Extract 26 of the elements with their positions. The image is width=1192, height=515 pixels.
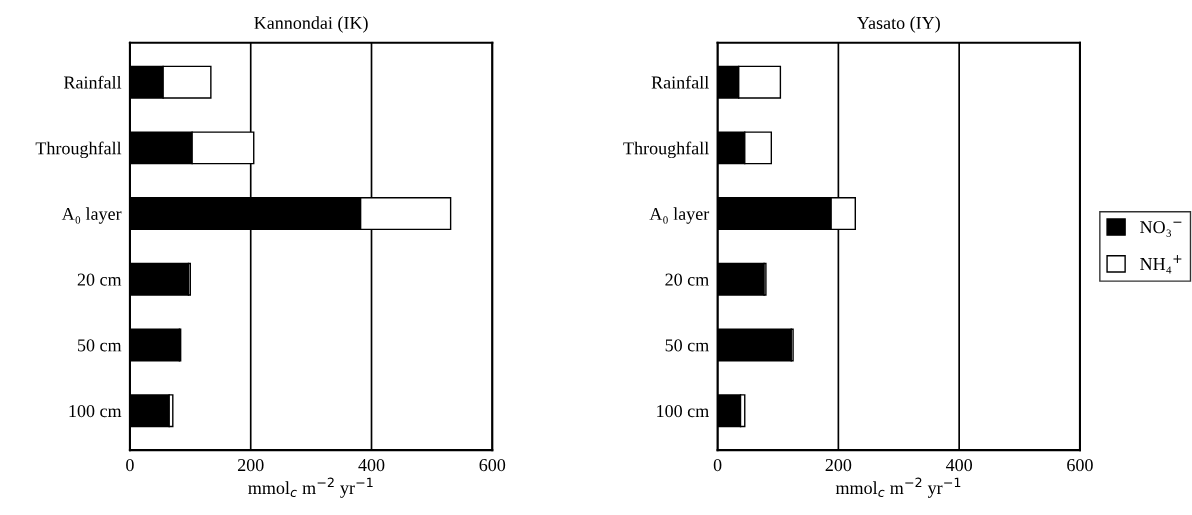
x-tick-label: 0 bbox=[713, 458, 722, 472]
y-tick-label: A₀ layer bbox=[649, 207, 710, 224]
y-tick-label: 100 cm bbox=[69, 404, 122, 418]
x-tick-label: 200 bbox=[237, 458, 264, 472]
x-tick-label: 200 bbox=[825, 458, 852, 472]
x-tick-label: 400 bbox=[358, 458, 385, 472]
y-tick-label: Rainfall bbox=[63, 75, 122, 89]
x-axis-title: mmol$_{c}$ m$^{−2}$ yr$^{−1}$ bbox=[248, 477, 373, 498]
y-tick-label: Throughfall bbox=[623, 141, 709, 159]
x-tick-label: 400 bbox=[945, 458, 973, 472]
legend-label: NH₄$^{+}$ bbox=[1140, 255, 1182, 274]
y-tick-label: 20 cm bbox=[665, 273, 709, 286]
x-tick-label: 600 bbox=[1067, 458, 1093, 472]
y-tick-label: Throughfall bbox=[35, 141, 122, 159]
y-tick-label: 20 cm bbox=[77, 273, 122, 286]
x-tick-label: 0 bbox=[126, 458, 134, 472]
y-tick-label: 100 cm bbox=[657, 404, 709, 418]
y-tick-label: 50 cm bbox=[665, 339, 709, 352]
legend-label: NO₃$^{−}$ bbox=[1140, 221, 1182, 237]
y-tick-label: 50 cm bbox=[78, 339, 122, 352]
x-axis-title: mmol$_{c}$ m$^{−2}$ yr$^{−1}$ bbox=[835, 477, 961, 498]
x-tick-label: 600 bbox=[479, 458, 506, 472]
chart-title: Kannondai (IK) bbox=[254, 16, 368, 33]
y-tick-label: A₀ layer bbox=[61, 207, 122, 224]
chart-title: Yasato (IY) bbox=[857, 16, 940, 33]
y-tick-label: Rainfall bbox=[651, 75, 709, 89]
